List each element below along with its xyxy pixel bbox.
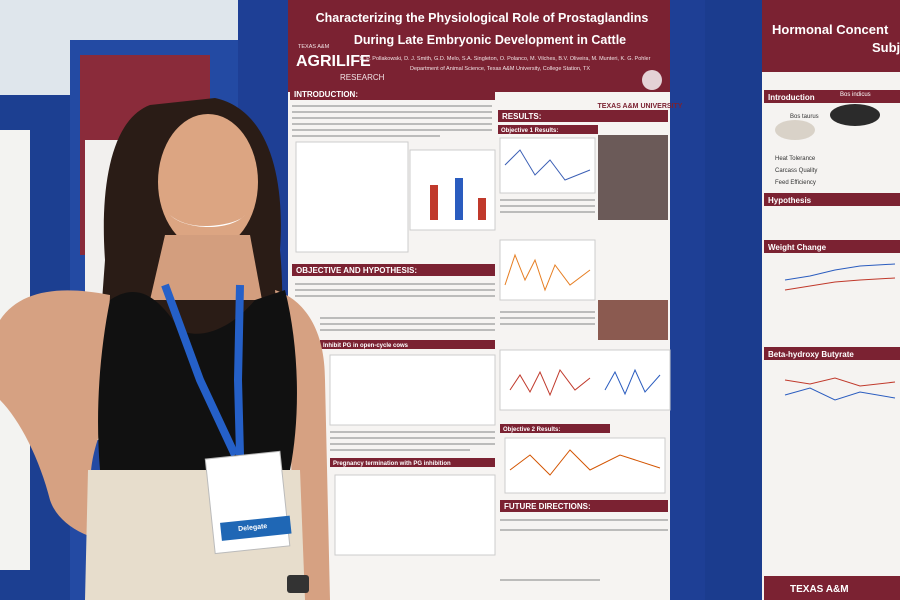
poster-affiliation: Department of Animal Science, Texas A&M …: [410, 66, 590, 72]
logo-text: AGRILIFE: [296, 53, 371, 70]
section-heading: Hypothesis: [768, 196, 812, 205]
section-bar: [498, 125, 598, 134]
footer-logo: TEXAS A&M: [790, 584, 849, 595]
diagram-figure: [329, 354, 496, 426]
section-heading: Introduction: [768, 93, 815, 102]
poster-title: Characterizing the Physiological Role of…: [316, 11, 649, 25]
lanyard: [161, 283, 239, 457]
photo-figure: [598, 300, 668, 340]
figure-line: [509, 368, 591, 397]
figure-line: [509, 449, 661, 476]
section-bar: [764, 347, 900, 360]
right-poster: Hormonal Concent Subj Introduction Bos t…: [762, 0, 900, 600]
section-bar: [764, 193, 900, 206]
section-bar: [292, 264, 495, 276]
figure-line: [784, 263, 896, 281]
figure-line: [784, 377, 896, 387]
section-heading: Beta-hydroxy Butyrate: [768, 350, 854, 359]
section-bar: [320, 340, 495, 349]
trait-label: Heat Tolerance: [775, 156, 816, 162]
figure-line: [604, 368, 661, 396]
figure-bar: [455, 178, 463, 220]
trait-label: Carcass Quality: [775, 168, 817, 174]
poster-header: [762, 0, 900, 72]
figure-bar: [430, 185, 438, 220]
section-heading: OBJECTIVE AND HYPOTHESIS:: [296, 266, 417, 275]
trait-label: Feed Efficiency: [775, 180, 816, 186]
lanyard: [233, 284, 244, 456]
figure-line: [784, 277, 896, 291]
section-heading: RESULTS:: [502, 112, 541, 121]
section-bar: [330, 458, 495, 467]
section-bar: [498, 110, 668, 122]
poster-authors: B. P. Pollakowski, D. J. Smith, G.D. Mel…: [360, 56, 651, 62]
figure-bar: [478, 198, 486, 220]
section-heading: Inhibit PG in open-cycle cows: [323, 343, 409, 349]
line-figure: [499, 239, 596, 301]
section-bar: [764, 240, 900, 253]
face: [158, 114, 258, 250]
figure-line: [504, 253, 591, 292]
cattle-icon: [830, 104, 880, 126]
main-poster: TEXAS A&M AGRILIFE RESEARCH Characterizi…: [288, 0, 683, 600]
section-heading: Objective 2 Results:: [503, 427, 560, 433]
section-heading: FUTURE DIRECTIONS:: [504, 502, 591, 511]
badge: [204, 450, 291, 555]
line-figure: [499, 349, 671, 411]
watch: [287, 575, 309, 593]
section-heading: Pregnancy termination with PG inhibition: [333, 461, 451, 467]
section-bar: [290, 88, 495, 100]
section-bar: [764, 90, 900, 103]
section-heading: INTRODUCTION:: [294, 90, 358, 99]
breed-label: Bos taurus: [790, 114, 819, 120]
diagram-figure: [295, 141, 409, 253]
poster-title: During Late Embryonic Development in Cat…: [354, 33, 626, 47]
smile: [170, 215, 245, 228]
cattle-icon: [775, 120, 815, 140]
text-lines: [292, 105, 668, 581]
footer-bar: [764, 576, 900, 600]
diagram-figure: [334, 474, 496, 556]
logo-text: RESEARCH: [340, 73, 385, 82]
poster-title: Subj: [872, 40, 900, 55]
person: Delegate: [0, 98, 330, 600]
photo-figure: [598, 135, 668, 220]
bar-figure: [409, 149, 496, 231]
logo-text: TEXAS A&M UNIVERSITY: [598, 103, 683, 110]
logo-seal: [642, 70, 662, 90]
section-heading: Weight Change: [768, 243, 827, 252]
figure-line: [784, 387, 896, 401]
section-bar: [500, 424, 610, 433]
neck: [150, 235, 262, 300]
badge-strip: [220, 515, 292, 541]
figure-line: [504, 149, 591, 181]
poster-title: Hormonal Concent: [772, 22, 889, 37]
breed-label: Bos indicus: [840, 92, 871, 98]
section-bar: [500, 500, 668, 512]
line-figure: [499, 137, 596, 194]
badge-role: Delegate: [238, 523, 268, 533]
poster-header: [288, 0, 670, 92]
logo-text: TEXAS A&M: [298, 44, 330, 50]
section-heading: Objective 1 Results:: [501, 128, 558, 134]
